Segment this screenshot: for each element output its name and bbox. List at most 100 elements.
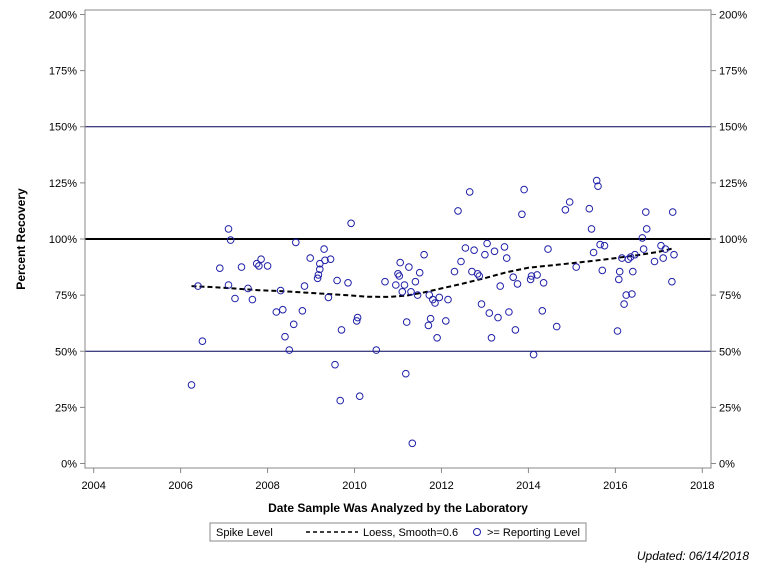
y-tick-label-left: 100%	[49, 234, 77, 246]
data-point	[433, 334, 441, 342]
data-point	[642, 208, 650, 216]
data-point	[400, 281, 409, 289]
data-point	[485, 309, 494, 317]
y-tick-label-right: 175%	[719, 66, 747, 78]
data-point	[279, 305, 287, 314]
data-point	[285, 346, 294, 354]
data-point	[538, 307, 547, 315]
data-point	[628, 290, 636, 298]
y-tick-label-right: 25%	[719, 402, 741, 414]
data-point	[494, 313, 502, 322]
data-point	[490, 247, 499, 256]
data-point	[589, 248, 598, 257]
data-point	[502, 254, 511, 262]
data-point	[263, 262, 272, 270]
data-point	[324, 293, 333, 302]
data-point	[413, 291, 422, 299]
data-point	[626, 253, 635, 261]
y-tick-label-right: 100%	[719, 234, 747, 246]
data-point	[594, 182, 602, 190]
data-point	[237, 263, 246, 271]
data-point	[650, 257, 659, 266]
data-point	[407, 288, 415, 296]
y-tick-label-right: 200%	[719, 9, 747, 21]
x-tick-label: 2010	[342, 480, 366, 492]
x-tick-label: 2012	[429, 480, 453, 492]
data-point	[465, 188, 474, 196]
data-point	[624, 255, 633, 264]
data-point	[316, 265, 324, 274]
data-point	[398, 288, 407, 296]
legend-label-spike-level: Spike Level	[216, 527, 273, 539]
data-point	[505, 308, 513, 316]
data-point	[518, 210, 526, 219]
data-point	[424, 321, 433, 330]
data-point	[631, 250, 639, 259]
legend-label-reporting-level: >= Reporting Level	[487, 527, 580, 539]
data-point	[473, 270, 482, 278]
data-point	[396, 258, 405, 267]
data-point	[457, 257, 465, 266]
y-tick-label-right: 0%	[719, 459, 735, 471]
y-tick-label-left: 175%	[49, 66, 77, 78]
data-point	[461, 244, 470, 252]
data-point	[306, 254, 315, 262]
y-tick-label-right: 75%	[719, 290, 741, 302]
data-point	[661, 245, 670, 253]
data-point	[300, 282, 309, 290]
data-point	[313, 274, 322, 283]
data-point	[598, 266, 607, 275]
data-point	[431, 299, 439, 307]
y-tick-label-right: 150%	[719, 122, 747, 134]
updated-date: Updated: 06/14/2018	[637, 549, 749, 563]
data-point	[613, 327, 622, 335]
reference-lines	[85, 126, 711, 352]
data-point	[353, 313, 362, 322]
data-point	[420, 250, 428, 259]
data-point	[402, 369, 410, 378]
y-tick-label-left: 150%	[49, 122, 77, 134]
data-point	[450, 267, 459, 276]
x-tick-label: 2014	[516, 480, 540, 492]
data-point	[198, 337, 207, 346]
data-point	[629, 267, 637, 276]
data-point	[513, 280, 522, 288]
data-point	[276, 286, 285, 295]
reporting-level-points	[187, 176, 678, 448]
data-point	[435, 293, 444, 302]
data-point	[405, 263, 413, 271]
data-point	[587, 225, 596, 233]
data-point	[539, 279, 548, 287]
data-point	[592, 176, 601, 185]
data-point	[226, 236, 235, 244]
data-point	[444, 295, 452, 304]
data-point	[316, 259, 324, 268]
data-point	[585, 204, 594, 213]
data-point	[620, 300, 628, 308]
data-point	[600, 241, 609, 250]
data-point	[411, 277, 420, 286]
data-point	[408, 439, 417, 448]
data-point	[596, 240, 604, 249]
data-point	[565, 198, 574, 206]
data-point	[336, 396, 345, 405]
data-point	[496, 282, 505, 290]
data-point	[331, 360, 339, 369]
data-point	[255, 262, 263, 270]
data-point	[231, 294, 239, 303]
legend: Spike Level Loess, Smooth=0.6 >= Reporti…	[209, 522, 587, 542]
data-point	[642, 225, 651, 233]
data-point	[533, 271, 541, 279]
data-point	[244, 284, 252, 293]
y-tick-label-left: 75%	[55, 290, 77, 302]
x-axis-label: Date Sample Was Analyzed by the Laborato…	[268, 501, 528, 515]
x-tick-label: 2008	[255, 480, 279, 492]
data-point	[224, 281, 233, 289]
data-point	[487, 334, 496, 342]
data-point	[252, 259, 261, 268]
data-point	[257, 255, 265, 264]
data-point	[615, 267, 624, 276]
data-point	[500, 243, 509, 251]
data-point	[337, 326, 346, 334]
